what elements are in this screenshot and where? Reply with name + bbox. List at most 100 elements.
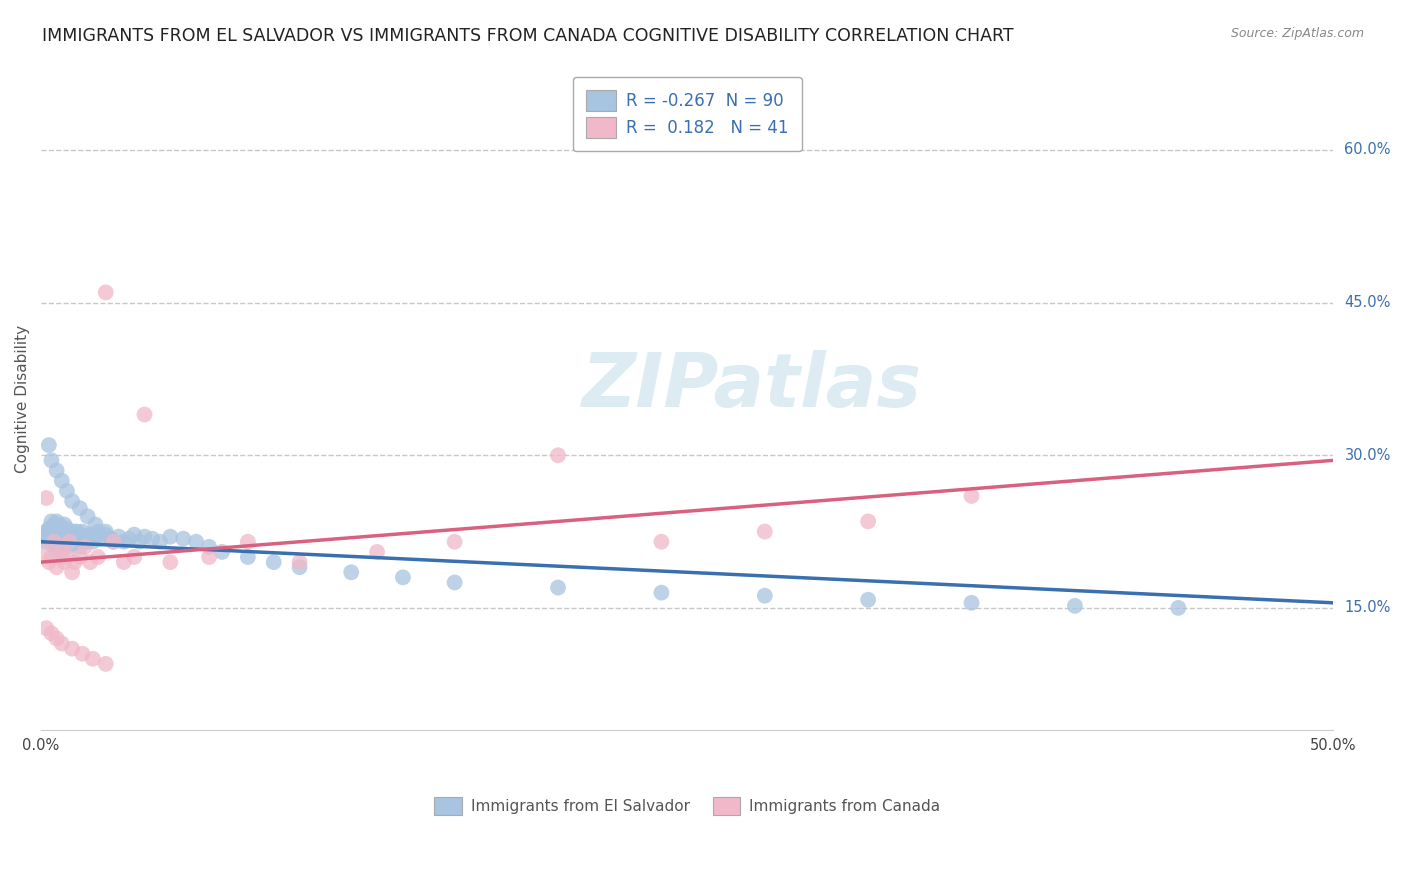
Point (90, 532, 112, 546)
Point (288, 560, 311, 574)
Point (76, 509, 98, 524)
Point (547, 448, 569, 462)
Point (650, 585, 672, 599)
Point (41, 626, 63, 640)
Point (41, 522, 63, 536)
Point (103, 534, 125, 549)
Point (1167, 601, 1189, 615)
Point (56, 522, 79, 536)
Point (79, 527, 101, 541)
Point (112, 534, 135, 549)
Point (103, 534, 125, 549)
Point (41, 549, 63, 564)
Point (32, 530, 55, 544)
Point (84, 530, 107, 544)
Text: 60.0%: 60.0% (1344, 143, 1391, 157)
Point (443, 534, 465, 549)
Point (48, 517, 70, 532)
Point (51, 545, 73, 559)
Point (38, 438, 60, 452)
Point (122, 527, 145, 541)
Point (51, 522, 73, 536)
Point (1064, 599, 1087, 613)
Point (38, 555, 60, 569)
Point (263, 555, 285, 569)
Point (72, 524, 94, 539)
Point (41, 453, 63, 467)
Point (87, 524, 110, 539)
Point (35, 621, 58, 635)
Point (58, 534, 80, 549)
Point (60, 538, 83, 552)
Point (186, 534, 208, 549)
Point (51, 532, 73, 546)
Point (128, 534, 150, 549)
Point (112, 555, 135, 569)
Point (134, 530, 156, 544)
Point (149, 534, 172, 549)
Point (58, 534, 80, 549)
Point (60, 566, 83, 580)
Point (94, 527, 117, 541)
Point (58, 524, 80, 539)
Point (69, 527, 91, 541)
Point (856, 515, 879, 529)
Point (122, 549, 145, 564)
Text: ZIPatlas: ZIPatlas (582, 350, 922, 423)
Point (134, 408, 156, 422)
Point (48, 549, 70, 564)
Legend: Immigrants from El Salvador, Immigrants from Canada: Immigrants from El Salvador, Immigrants … (427, 790, 946, 822)
Point (48, 524, 70, 539)
Point (76, 534, 98, 549)
Point (198, 549, 221, 564)
Point (159, 555, 181, 569)
Point (56, 483, 79, 498)
Point (53, 555, 76, 569)
Point (53, 517, 76, 532)
Point (38, 522, 60, 536)
Point (56, 549, 79, 564)
Point (340, 566, 363, 580)
Point (48, 540, 70, 554)
Point (42, 534, 65, 549)
Point (51, 541, 73, 556)
Point (38, 532, 60, 546)
Point (35, 524, 58, 539)
Text: 45.0%: 45.0% (1344, 295, 1391, 310)
Point (650, 534, 672, 549)
Point (69, 501, 91, 516)
Point (38, 527, 60, 541)
Point (547, 581, 569, 595)
Point (856, 592, 879, 607)
Point (100, 532, 122, 546)
Point (73, 540, 96, 554)
Point (366, 545, 388, 559)
Point (87, 549, 110, 564)
Point (236, 534, 259, 549)
Point (56, 540, 79, 554)
Point (66, 534, 89, 549)
Point (60, 494, 83, 508)
Point (45, 560, 67, 574)
Point (45, 632, 67, 646)
Point (60, 527, 83, 541)
Point (41, 515, 63, 529)
Point (72, 534, 94, 549)
Point (45, 534, 67, 549)
Point (41, 534, 63, 549)
Point (84, 517, 107, 532)
Point (51, 636, 73, 650)
Point (69, 549, 91, 564)
Point (94, 285, 117, 300)
Point (63, 534, 86, 549)
Point (35, 491, 58, 505)
Point (53, 530, 76, 544)
Point (754, 524, 776, 539)
Y-axis label: Cognitive Disability: Cognitive Disability (15, 326, 30, 474)
Point (72, 647, 94, 661)
Point (63, 524, 86, 539)
Point (172, 532, 194, 546)
Point (960, 596, 983, 610)
Point (107, 530, 129, 544)
Point (35, 534, 58, 549)
